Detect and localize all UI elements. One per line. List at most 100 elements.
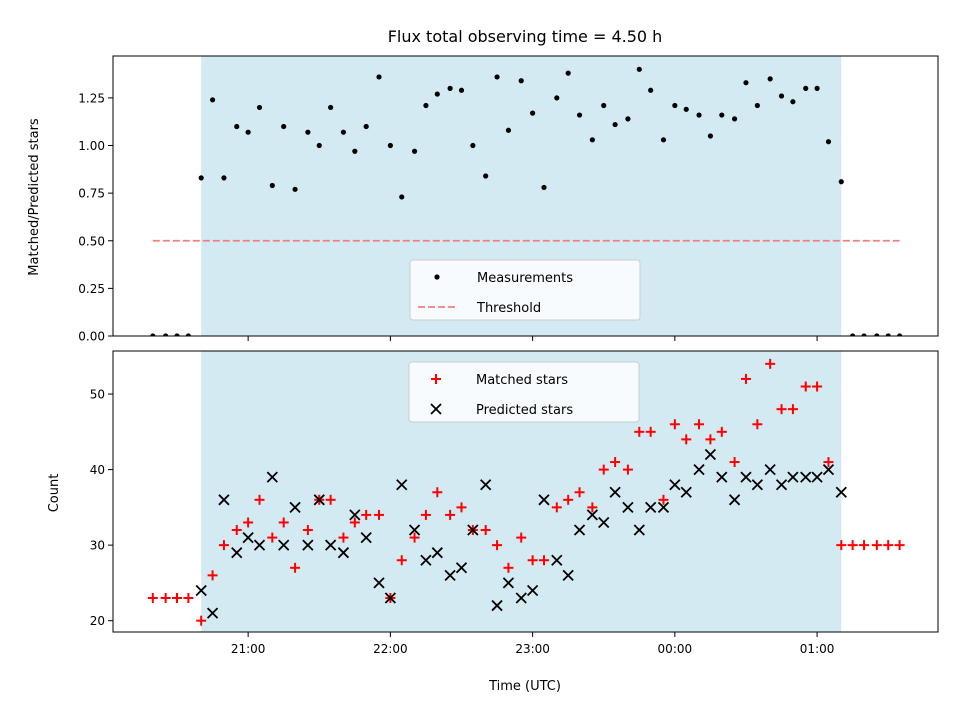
predicted-star-point xyxy=(515,592,527,604)
measurement-point xyxy=(601,102,607,109)
matched-star-point xyxy=(160,593,171,604)
measurement-point xyxy=(576,112,583,118)
predicted-star-point xyxy=(467,524,479,536)
top-y-axis-label: Matched/Predicted stars xyxy=(27,118,42,276)
predicted-star-point xyxy=(586,509,598,521)
predicted-star-point xyxy=(775,479,788,491)
matched-star-point xyxy=(196,615,207,626)
measurement-point xyxy=(245,129,251,135)
predicted-star-point xyxy=(444,569,456,581)
predicted-star-point xyxy=(278,539,290,551)
matched-star-point xyxy=(396,555,407,566)
predicted-star-point xyxy=(728,494,741,506)
matched-star-point xyxy=(373,509,384,520)
measurement-point xyxy=(163,333,169,336)
predicted-star-point xyxy=(633,524,645,536)
matched-star-point xyxy=(740,373,751,384)
matched-star-point xyxy=(551,502,562,513)
top-y-tick-label: 0.25 xyxy=(78,282,105,296)
matched-star-point xyxy=(349,517,360,528)
measurement-point xyxy=(376,74,382,80)
measurement-point xyxy=(565,70,571,76)
predicted-star-point xyxy=(526,584,539,597)
predicted-star-point xyxy=(693,463,705,476)
legend-dot-icon xyxy=(434,274,440,280)
matched-star-point xyxy=(290,562,301,573)
predicted-star-point xyxy=(218,494,230,506)
predicted-star-point xyxy=(491,599,503,612)
matched-star-point xyxy=(207,570,218,581)
matched-star-point xyxy=(361,509,372,520)
legend-entry-label: Measurements xyxy=(477,271,573,286)
matched-star-point xyxy=(776,404,787,415)
bottom-y-tick-label: 20 xyxy=(90,614,105,628)
measurement-point xyxy=(198,175,204,181)
matched-star-point xyxy=(338,532,349,543)
bottom-legend: Matched stars Predicted stars xyxy=(408,361,640,423)
measurement-point xyxy=(861,333,867,336)
predicted-star-point xyxy=(253,539,266,551)
measurement-point xyxy=(494,74,500,80)
predicted-star-point xyxy=(562,569,574,581)
measurement-point xyxy=(683,106,689,112)
measurement-point xyxy=(292,186,298,192)
measurement-point xyxy=(874,333,880,336)
matched-star-point xyxy=(183,593,194,604)
predicted-star-point xyxy=(324,539,337,551)
measurement-point xyxy=(731,116,738,122)
measurement-point xyxy=(185,333,191,336)
measurement-point xyxy=(838,179,844,185)
predicted-star-point xyxy=(609,486,621,498)
predicted-star-point xyxy=(206,607,219,619)
measurement-point xyxy=(447,85,453,91)
matched-star-point xyxy=(587,502,598,513)
bottom-y-tick-label: 30 xyxy=(90,539,105,553)
measurement-point xyxy=(281,123,287,130)
matched-star-point xyxy=(883,540,894,551)
measurement-point xyxy=(174,333,180,336)
predicted-star-point xyxy=(349,509,361,521)
measurement-point xyxy=(150,333,156,336)
measurement-point xyxy=(612,121,618,128)
matched-star-point xyxy=(812,381,823,392)
measurement-point xyxy=(399,194,405,200)
measurement-point xyxy=(541,184,547,191)
matched-star-point xyxy=(681,434,692,445)
matched-star-point xyxy=(645,426,656,437)
measurement-point xyxy=(458,87,465,93)
legend-plus-icon xyxy=(431,374,441,384)
predicted-star-point xyxy=(622,501,634,513)
matched-star-point xyxy=(302,525,313,536)
predicted-star-point xyxy=(431,547,443,559)
measurement-point xyxy=(707,133,714,139)
matched-star-point xyxy=(847,540,858,551)
legend-entry-label: Matched stars xyxy=(476,373,568,388)
matched-star-point xyxy=(218,540,229,551)
predicted-star-point xyxy=(231,547,243,559)
bottom-x-tick-label: 22:00 xyxy=(373,642,408,656)
predicted-star-point xyxy=(669,479,681,491)
measurement-point xyxy=(483,173,489,179)
predicted-star-point xyxy=(384,592,397,604)
predicted-star-point xyxy=(787,471,799,483)
bottom-x-tick-label: 23:00 xyxy=(515,642,550,656)
matched-star-point xyxy=(894,540,905,551)
matched-star-point xyxy=(432,487,443,498)
matched-star-point xyxy=(516,532,527,543)
top-chart-title: Flux total observing time = 4.50 h xyxy=(388,27,663,46)
measurement-point xyxy=(672,102,678,109)
measurement-point xyxy=(505,127,512,133)
legend-entry-label: Threshold xyxy=(476,301,541,316)
predicted-star-point xyxy=(551,554,563,566)
measurement-point xyxy=(767,76,773,82)
measurement-point xyxy=(648,87,654,93)
measurement-point xyxy=(825,139,832,145)
measurement-point xyxy=(660,137,667,143)
predicted-star-point xyxy=(480,479,492,491)
matched-star-point xyxy=(503,562,514,573)
measurement-point xyxy=(387,142,393,149)
measurement-point xyxy=(850,333,856,336)
top-y-tick-label: 0.00 xyxy=(78,330,105,344)
matched-star-point xyxy=(859,540,870,551)
measurement-point xyxy=(743,80,749,86)
